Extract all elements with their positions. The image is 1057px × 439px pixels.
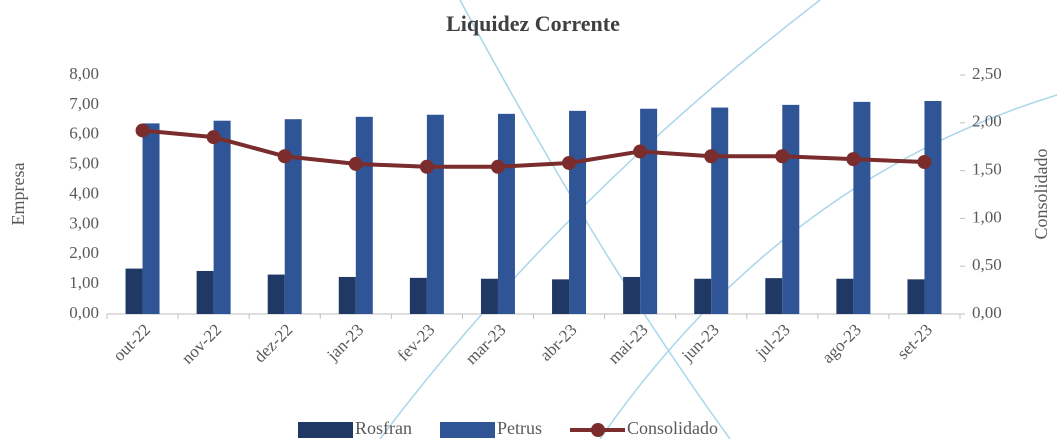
bar bbox=[497, 113, 515, 315]
bar bbox=[569, 110, 587, 314]
x-tick-label: set-23 bbox=[893, 320, 936, 363]
line-point bbox=[917, 154, 932, 169]
legend-swatch bbox=[440, 422, 495, 438]
y-tick-label: 1,00 bbox=[69, 273, 99, 292]
y-axis-title: Empresa bbox=[8, 163, 28, 226]
bar bbox=[284, 119, 302, 314]
line-point bbox=[348, 156, 363, 171]
bar bbox=[338, 276, 356, 314]
y2-tick-label: 0,00 bbox=[972, 303, 1002, 322]
legend-label: Consolidado bbox=[627, 418, 718, 438]
y2-tick-label: 1,50 bbox=[972, 160, 1002, 179]
line-point bbox=[419, 159, 434, 174]
bar bbox=[836, 278, 854, 314]
x-tick-label: abr-23 bbox=[536, 320, 581, 365]
y-tick-label: 4,00 bbox=[69, 183, 99, 202]
chart-title: Liquidez Corrente bbox=[446, 11, 620, 36]
x-tick-label: fev-23 bbox=[394, 320, 439, 365]
decor-curve bbox=[379, 0, 821, 439]
x-tick-label: nov-22 bbox=[178, 320, 225, 367]
line-point bbox=[277, 149, 292, 164]
legend-label: Rosfran bbox=[355, 418, 412, 438]
bar bbox=[782, 104, 800, 314]
x-tick-label: jun-23 bbox=[677, 320, 723, 366]
y2-tick-label: 0,50 bbox=[972, 255, 1002, 274]
bar bbox=[640, 108, 658, 314]
x-tick-label: mar-23 bbox=[462, 320, 510, 368]
bar bbox=[142, 123, 160, 315]
line-point bbox=[633, 144, 648, 159]
bar bbox=[924, 100, 942, 315]
y-tick-label: 5,00 bbox=[69, 154, 99, 173]
bar bbox=[711, 107, 729, 314]
bar bbox=[694, 278, 712, 314]
bar bbox=[765, 278, 783, 314]
bar bbox=[426, 114, 444, 314]
y2-tick-label: 2,00 bbox=[972, 112, 1002, 131]
y-tick-label: 3,00 bbox=[69, 213, 99, 232]
legend-label: Petrus bbox=[497, 418, 542, 438]
x-tick-label: dez-22 bbox=[250, 320, 296, 366]
bar bbox=[355, 116, 373, 314]
decor-curve bbox=[599, 94, 1057, 439]
x-tick-label: mai-23 bbox=[604, 320, 651, 367]
bar bbox=[267, 274, 285, 314]
line-point bbox=[490, 159, 505, 174]
x-tick-label: out-22 bbox=[109, 320, 154, 365]
y2-tick-label: 1,00 bbox=[972, 207, 1002, 226]
x-tick-label: jan-23 bbox=[323, 320, 368, 365]
line-point bbox=[206, 130, 221, 145]
bar bbox=[853, 101, 871, 314]
line-point bbox=[704, 149, 719, 164]
bar bbox=[623, 276, 641, 314]
x-tick-label: ago-23 bbox=[818, 320, 865, 367]
legend-swatch bbox=[298, 422, 353, 438]
line bbox=[142, 128, 925, 169]
bar bbox=[480, 278, 498, 314]
legend-swatch bbox=[591, 423, 605, 437]
decor-curve bbox=[459, 0, 731, 439]
y2-tick-label: 2,50 bbox=[972, 64, 1002, 83]
y-tick-label: 7,00 bbox=[69, 94, 99, 113]
line-point bbox=[135, 123, 150, 138]
line-point bbox=[846, 152, 861, 167]
bar bbox=[213, 120, 231, 315]
x-tick-label: jul-23 bbox=[751, 320, 794, 363]
bar bbox=[196, 270, 214, 314]
y-tick-label: 8,00 bbox=[69, 64, 99, 83]
bar bbox=[409, 277, 427, 314]
bar bbox=[125, 268, 143, 314]
bar bbox=[552, 279, 570, 314]
line-point bbox=[775, 149, 790, 164]
y-tick-label: 6,00 bbox=[69, 124, 99, 143]
bar bbox=[907, 279, 925, 314]
y2-axis-title: Consolidado bbox=[1031, 148, 1051, 239]
line-point bbox=[562, 155, 577, 170]
y-tick-label: 0,00 bbox=[69, 303, 99, 322]
y-tick-label: 2,00 bbox=[69, 243, 99, 262]
